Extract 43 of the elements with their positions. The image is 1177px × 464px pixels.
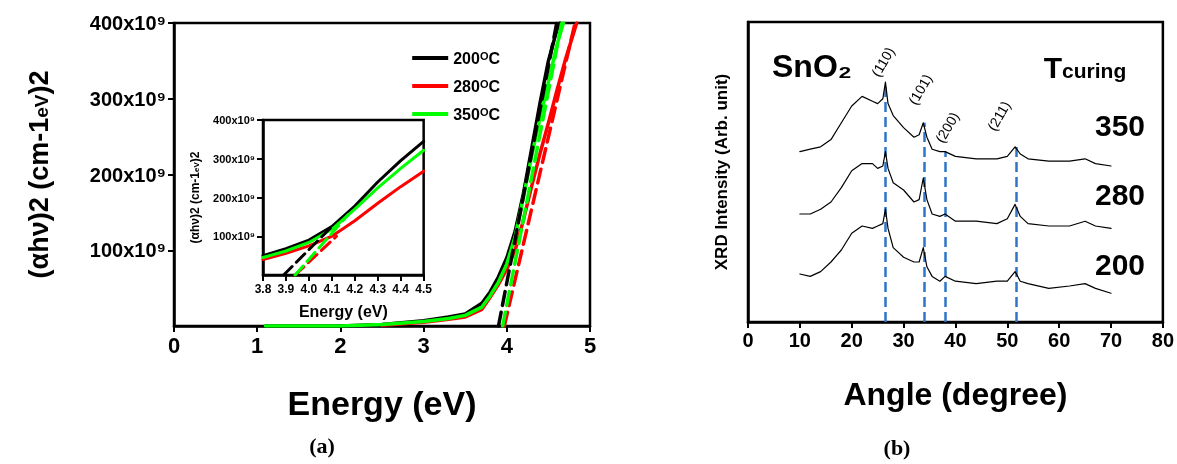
x-tick-label: 4.0 bbox=[300, 282, 318, 296]
series-label: 200 bbox=[1094, 247, 1146, 281]
x-tick-label: 2 bbox=[334, 332, 347, 358]
x-tick-label: 0 bbox=[742, 329, 754, 351]
x-tick-label: 3 bbox=[417, 332, 430, 358]
x-tick-label: 4.1 bbox=[323, 282, 341, 296]
x-tick-label: 30 bbox=[892, 329, 915, 351]
y-tick-label: 200x10⁹ bbox=[213, 191, 255, 204]
y-tick-label: 300x10⁹ bbox=[89, 87, 166, 110]
x-tick-label: 4 bbox=[500, 332, 514, 358]
x-tick-label: 40 bbox=[944, 329, 967, 351]
x-tick-label: 3.8 bbox=[254, 282, 272, 296]
y-axis-title: (αhν)2 (cm-1eV)2 bbox=[23, 70, 54, 279]
y-tick-label: 400x10⁹ bbox=[89, 12, 166, 34]
annotation: SnO₂ bbox=[772, 48, 852, 84]
x-tick-label: 20 bbox=[840, 329, 863, 351]
x-tick-label: 80 bbox=[1151, 329, 1174, 351]
series-label: 350 bbox=[1094, 108, 1146, 142]
y-tick-label: 300x10⁹ bbox=[213, 152, 255, 165]
y-tick-label: 100x10⁹ bbox=[213, 230, 255, 243]
y-axis-title: XRD Intensity (Arb. unit) bbox=[712, 73, 731, 271]
x-tick-label: 70 bbox=[1099, 329, 1123, 351]
x-tick-label: 4.2 bbox=[346, 282, 364, 296]
x-tick-label: 0 bbox=[167, 332, 181, 358]
x-axis-title: Energy (eV) bbox=[287, 384, 477, 422]
x-tick-label: 4.5 bbox=[415, 282, 433, 296]
y-tick-label: 100x10⁹ bbox=[89, 239, 166, 262]
y-tick-label: 400x10⁹ bbox=[213, 114, 255, 126]
y-tick-label: 200x10⁹ bbox=[89, 163, 166, 186]
x-tick-label: 5 bbox=[583, 332, 597, 358]
x-axis-title: Energy (eV) bbox=[298, 302, 388, 320]
x-tick-label: 1 bbox=[251, 332, 264, 358]
annotation: Tcuring bbox=[1043, 50, 1127, 84]
x-tick-label: 3.9 bbox=[277, 282, 295, 296]
series-label: 280 bbox=[1094, 177, 1146, 211]
x-tick-label: 4.4 bbox=[392, 282, 410, 296]
x-tick-label: 4.3 bbox=[369, 282, 387, 296]
text: (a) bbox=[309, 432, 335, 458]
text: (b) bbox=[883, 434, 911, 460]
x-tick-label: 60 bbox=[1048, 329, 1071, 351]
x-axis-title: Angle (degree) bbox=[843, 376, 1068, 412]
x-tick-label: 50 bbox=[996, 329, 1019, 351]
x-tick-label: 10 bbox=[788, 329, 811, 351]
